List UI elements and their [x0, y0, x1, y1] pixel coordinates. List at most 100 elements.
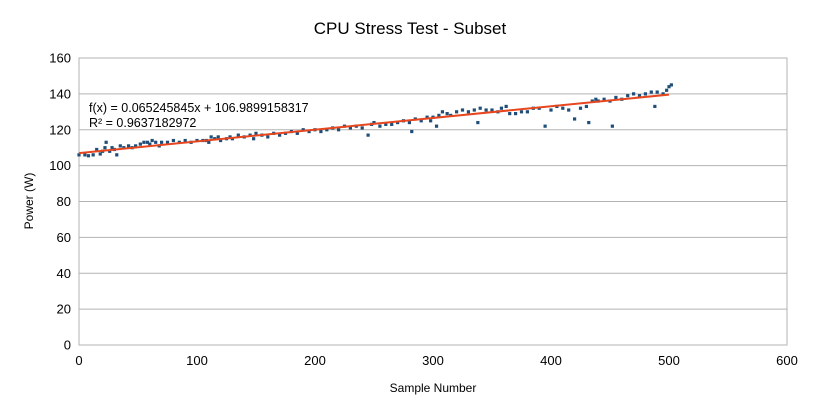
data-point	[104, 140, 108, 144]
x-tick-label: 600	[776, 353, 798, 368]
y-tick-label: 20	[57, 302, 71, 317]
data-point	[543, 124, 547, 128]
data-point	[216, 135, 220, 139]
data-point	[165, 140, 170, 144]
data-point	[653, 104, 657, 109]
data-point	[525, 110, 529, 114]
data-point	[138, 142, 142, 146]
data-point	[440, 110, 445, 114]
data-point	[665, 88, 669, 92]
data-point	[549, 108, 553, 112]
data-point	[661, 92, 665, 96]
data-point	[499, 106, 504, 110]
data-point	[614, 95, 618, 100]
data-point	[390, 122, 394, 126]
data-point	[584, 104, 588, 109]
data-point	[484, 108, 488, 112]
trendline-equation: f(x) = 0.065245845x + 106.9899158317	[89, 101, 309, 115]
data-point	[472, 108, 476, 112]
y-axis-label: Power (W)	[22, 173, 36, 230]
data-point	[278, 133, 282, 137]
data-point	[372, 120, 376, 125]
data-point	[86, 154, 91, 158]
trendline-group	[78, 93, 670, 155]
data-point	[655, 90, 659, 94]
data-point	[460, 108, 465, 112]
y-tick-label: 40	[57, 266, 71, 281]
chart-title: CPU Stress Test - Subset	[314, 19, 507, 38]
x-tick-label: 300	[422, 353, 444, 368]
data-point	[602, 97, 606, 101]
data-point	[626, 94, 630, 98]
x-tick-label: 0	[75, 353, 82, 368]
y-tick-label: 160	[49, 51, 71, 66]
data-point	[573, 117, 577, 121]
data-point	[171, 138, 175, 143]
data-point	[378, 124, 382, 128]
data-point	[98, 152, 102, 156]
data-point	[110, 146, 114, 150]
data-point	[490, 108, 494, 112]
y-tick-label: 60	[57, 230, 71, 245]
data-point	[437, 113, 441, 117]
data-point	[384, 122, 388, 126]
data-point	[95, 147, 99, 152]
data-point	[419, 119, 423, 123]
data-point	[508, 112, 512, 116]
data-point	[567, 108, 571, 112]
y-axis-ticks: 0 20 40 60 80 100 120 140 160	[49, 51, 71, 353]
data-point	[466, 110, 470, 114]
data-point	[445, 112, 449, 116]
x-tick-label: 500	[658, 353, 680, 368]
data-point	[667, 85, 671, 89]
data-point	[252, 137, 256, 141]
data-point	[476, 120, 480, 125]
data-point	[126, 144, 131, 148]
y-tick-label: 120	[49, 122, 71, 137]
data-point	[637, 94, 642, 98]
x-axis-label: Sample Number	[390, 381, 477, 395]
data-point	[590, 99, 594, 103]
data-point	[410, 129, 414, 134]
data-point	[266, 135, 270, 139]
data-point	[594, 97, 598, 101]
data-point	[587, 120, 591, 125]
data-point	[148, 142, 152, 146]
data-point	[514, 112, 518, 116]
data-point	[425, 115, 429, 119]
data-point	[254, 131, 258, 135]
data-point	[103, 146, 107, 150]
data-point	[301, 128, 305, 132]
data-point	[118, 144, 122, 148]
x-tick-label: 200	[304, 353, 326, 368]
data-point	[366, 133, 370, 137]
data-point	[669, 83, 673, 87]
y-tick-label: 0	[64, 338, 71, 353]
data-point	[337, 128, 341, 132]
data-point	[91, 153, 95, 157]
x-tick-label: 100	[186, 353, 208, 368]
data-point	[455, 110, 459, 114]
data-point	[295, 131, 299, 135]
data-point	[429, 119, 433, 123]
data-point	[632, 92, 636, 96]
data-point	[643, 92, 647, 96]
data-point	[160, 140, 164, 144]
data-point	[134, 144, 138, 148]
data-point	[108, 149, 112, 153]
data-point	[649, 90, 653, 94]
data-point	[407, 120, 411, 125]
data-point	[561, 106, 565, 110]
data-point	[142, 140, 146, 144]
data-point	[183, 138, 187, 143]
data-point	[236, 133, 240, 137]
data-point	[145, 140, 150, 144]
y-tick-label: 80	[57, 194, 71, 209]
data-point	[77, 153, 81, 157]
data-point	[610, 124, 614, 128]
data-point	[219, 138, 223, 143]
data-point	[319, 129, 323, 134]
data-point	[83, 153, 87, 157]
